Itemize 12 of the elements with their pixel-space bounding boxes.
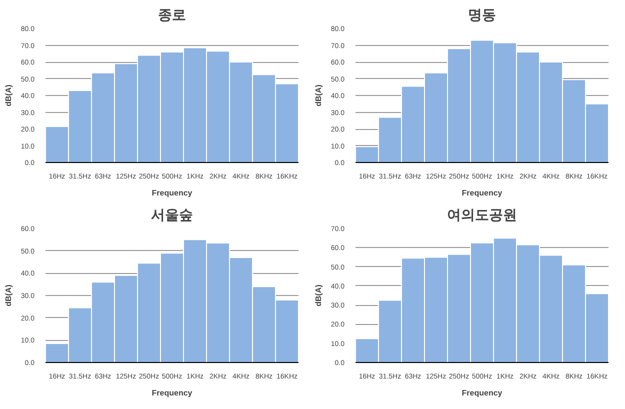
x-axis-title: Frequency	[152, 388, 193, 398]
y-axis-title: dB(A)	[4, 84, 13, 106]
x-axis-title: Frequency	[152, 188, 193, 198]
x-axis-title: Frequency	[462, 188, 503, 198]
chart-title: 여의도공원	[447, 208, 517, 224]
y-axis-title: dB(A)	[314, 284, 323, 306]
chart-title: 종로	[158, 8, 186, 24]
y-axis-title: dB(A)	[4, 284, 13, 306]
y-axis-title: dB(A)	[314, 84, 323, 106]
chart-title: 서울숲	[151, 208, 193, 224]
x-axis-title: Frequency	[462, 388, 503, 398]
chart-title: 명동	[468, 8, 496, 24]
